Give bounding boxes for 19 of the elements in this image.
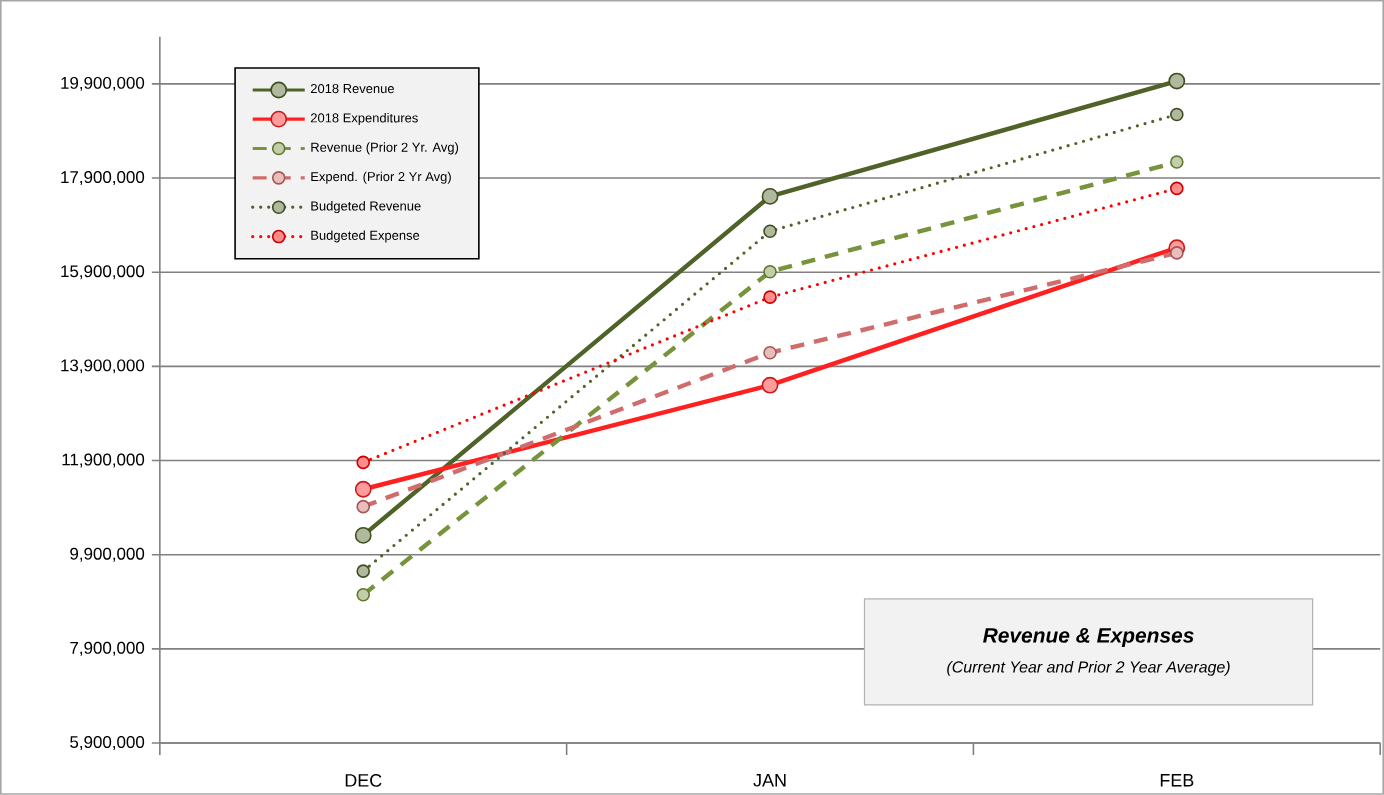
- y-tick-label: 5,900,000: [70, 736, 145, 751]
- x-tick-label: JAN: [753, 774, 786, 787]
- y-tick-label: 15,900,000: [61, 265, 145, 280]
- legend-label: 2018 Revenue: [310, 84, 394, 94]
- legend-label: Revenue (Prior 2 Yr. Avg): [311, 142, 459, 155]
- text: (Current Year and Prior 2 Year Average): [947, 660, 1230, 676]
- y-tick-label: 19,900,000: [61, 76, 145, 91]
- legend-label: 2018 Expenditures: [310, 113, 418, 126]
- y-tick-label: 17,900,000: [61, 171, 145, 186]
- y-tick-label: 7,900,000: [70, 641, 145, 656]
- x-tick-label: FEB: [1160, 774, 1194, 787]
- y-tick-label: 9,900,000: [70, 547, 145, 562]
- legend-label: Budgeted Expense: [311, 230, 420, 243]
- y-tick-label: 11,900,000: [62, 453, 145, 468]
- y-tick-label: 13,900,000: [61, 359, 145, 374]
- text: Revenue & Expenses: [983, 628, 1194, 647]
- legend-label: Expend. (Prior 2 Yr Avg): [311, 171, 451, 184]
- legend-label: Budgeted Revenue: [311, 201, 421, 214]
- x-tick-label: DEC: [345, 774, 382, 787]
